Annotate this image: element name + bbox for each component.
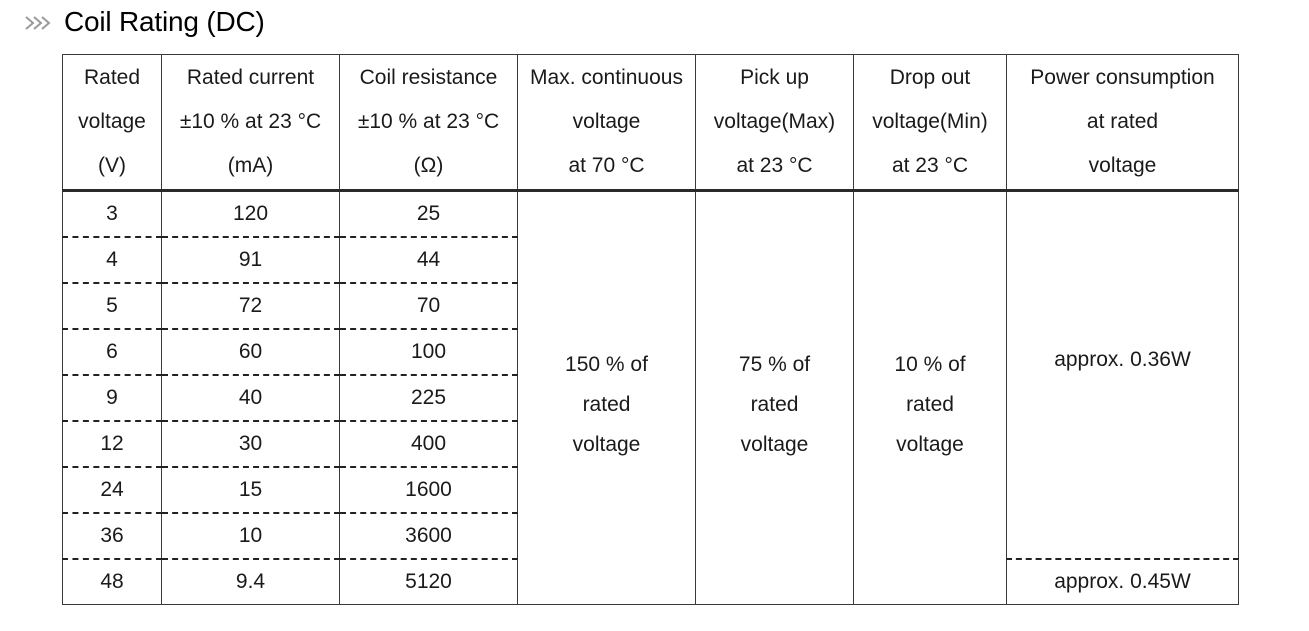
cell-coil-resistance: 25 xyxy=(339,190,518,238)
table-row: 5 72 70 xyxy=(62,283,1239,330)
header-rated-voltage: Rated voltage (V) xyxy=(62,54,162,192)
page-title-bar: Coil Rating (DC) xyxy=(24,2,265,42)
table-row: 3 120 25 150 % of rated voltage 75 % of … xyxy=(62,190,1239,605)
cell-rated-voltage: 9 xyxy=(62,375,162,422)
header-max-continuous-voltage: Max. continuous voltage at 70 °C xyxy=(517,54,696,192)
cell-rated-current: 60 xyxy=(161,329,340,376)
table-row: 4 91 44 xyxy=(62,237,1239,284)
cell-coil-resistance: 225 xyxy=(339,375,518,422)
cell-rated-current: 9.4 xyxy=(161,559,340,605)
cell-rated-voltage: 3 xyxy=(62,190,162,238)
cell-coil-resistance: 1600 xyxy=(339,467,518,514)
cell-max-continuous-voltage: 150 % of rated voltage xyxy=(517,190,696,605)
cell-rated-voltage: 6 xyxy=(62,329,162,376)
cell-rated-current: 91 xyxy=(161,237,340,284)
header-coil-resistance: Coil resistance ±10 % at 23 °C (Ω) xyxy=(339,54,518,192)
cell-drop-out-voltage: 10 % of rated voltage xyxy=(853,190,1007,605)
cell-rated-voltage: 12 xyxy=(62,421,162,468)
header-drop-out-voltage: Drop out voltage(Min) at 23 °C xyxy=(853,54,1007,192)
cell-coil-resistance: 3600 xyxy=(339,513,518,560)
cell-rated-voltage: 5 xyxy=(62,283,162,330)
table-header-row: Rated voltage (V) Rated current ±10 % at… xyxy=(62,54,1239,192)
header-power-consumption: Power consumption at rated voltage xyxy=(1006,54,1239,192)
cell-rated-current: 15 xyxy=(161,467,340,514)
coil-rating-table: Rated voltage (V) Rated current ±10 % at… xyxy=(62,54,1239,605)
cell-coil-resistance: 400 xyxy=(339,421,518,468)
cell-rated-current: 30 xyxy=(161,421,340,468)
table-row: 48 9.4 5120 approx. 0.45W xyxy=(62,559,1239,605)
cell-rated-voltage: 24 xyxy=(62,467,162,514)
cell-coil-resistance: 70 xyxy=(339,283,518,330)
header-pick-up-voltage: Pick up voltage(Max) at 23 °C xyxy=(695,54,854,192)
cell-pick-up-voltage: 75 % of rated voltage xyxy=(695,190,854,605)
cell-rated-current: 120 xyxy=(161,190,340,238)
table-row: 12 30 400 xyxy=(62,421,1239,468)
cell-power-consumption-last: approx. 0.45W xyxy=(1006,559,1239,605)
cell-rated-voltage: 48 xyxy=(62,559,162,605)
table-row: 9 40 225 xyxy=(62,375,1239,422)
cell-rated-voltage: 4 xyxy=(62,237,162,284)
cell-rated-voltage: 36 xyxy=(62,513,162,560)
table-row: 24 15 1600 xyxy=(62,467,1239,514)
cell-coil-resistance: 5120 xyxy=(339,559,518,605)
triple-chevron-right-icon xyxy=(24,15,58,31)
cell-power-consumption-main: approx. 0.36W xyxy=(1006,190,1239,560)
page-title: Coil Rating (DC) xyxy=(64,6,265,37)
cell-rated-current: 10 xyxy=(161,513,340,560)
table-row: 6 60 100 xyxy=(62,329,1239,376)
cell-rated-current: 72 xyxy=(161,283,340,330)
header-rated-current: Rated current ±10 % at 23 °C (mA) xyxy=(161,54,340,192)
cell-coil-resistance: 100 xyxy=(339,329,518,376)
cell-coil-resistance: 44 xyxy=(339,237,518,284)
table-row: 36 10 3600 xyxy=(62,513,1239,560)
cell-rated-current: 40 xyxy=(161,375,340,422)
